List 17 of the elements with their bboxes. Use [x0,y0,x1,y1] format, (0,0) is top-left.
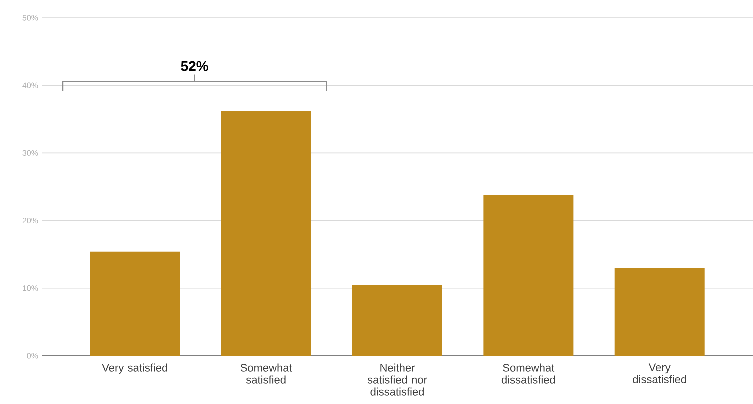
y-tick-label: 20% [22,218,38,224]
y-tick-label: 0% [27,353,38,359]
bar [90,252,180,356]
x-tick-label: Very dissatisfied [633,364,686,384]
y-tick-label: 30% [22,150,38,156]
x-tick-label: Very satisfied [102,364,168,374]
x-tick-label: Neither satisfied nor dissatisfied [368,364,428,396]
y-tick-label: 10% [23,286,38,292]
bar [484,195,574,356]
annotation: 52% [181,61,208,72]
x-tick-label: Somewhat dissatisfied [502,364,556,384]
bar [352,285,442,356]
x-tick-label: Somewhat satisfied [240,364,292,384]
y-tick-label: 40% [22,82,38,88]
y-tick-label: 50% [22,15,38,21]
bar [221,111,312,356]
bar [614,268,705,356]
